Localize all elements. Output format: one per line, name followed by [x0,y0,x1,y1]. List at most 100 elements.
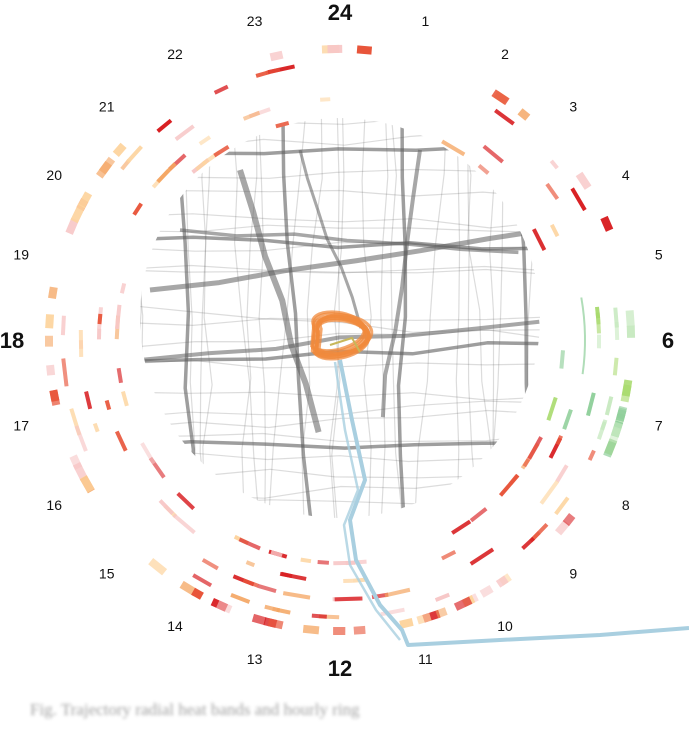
heat-cell [112,142,127,158]
road-segment [455,118,461,518]
hour-label-21: 21 [99,99,115,115]
heat-cell [595,312,601,325]
heat-cell [77,191,93,209]
hour-label-10: 10 [497,618,513,634]
heat-cell [156,118,173,133]
hour-label-11: 11 [418,651,433,667]
heat-cell [562,408,573,430]
heat-cell [84,391,93,410]
heat-cell [416,612,432,625]
road-segment [489,118,496,518]
road-segment [140,409,540,430]
trajectory-path [333,359,689,647]
heat-cell [96,160,112,179]
road-segment [140,144,540,157]
heat-cell [279,571,307,581]
road-segment [396,118,408,518]
heat-cell [116,367,123,384]
heat-cell [546,396,558,421]
heat-cell [61,358,69,387]
road-segment [140,213,540,229]
heat-cell [269,50,284,62]
loop-stroke [315,316,371,359]
hour-label-15: 15 [99,565,115,581]
heat-cell [275,120,290,129]
heat-cell [554,496,570,516]
hour-label-6: 6 [662,328,674,353]
heat-cell [562,513,576,527]
heat-cell [264,604,281,613]
heat-cell [441,139,466,157]
heat-cell [192,573,213,588]
heat-cell [451,519,472,535]
heat-cell [79,474,95,493]
hour-label-17: 17 [13,417,29,433]
heat-cell [469,507,488,523]
road-segment [149,225,540,293]
hour-label-5: 5 [655,247,663,263]
heat-cell [267,618,284,630]
heat-cell [45,314,55,329]
road-segment [490,118,512,518]
heat-cell [615,405,628,423]
heat-cell [555,464,569,483]
heat-cell [479,584,494,598]
heat-cell [230,593,251,604]
heat-cell [92,422,100,433]
heat-cell [334,596,363,602]
heat-cell [191,587,204,600]
heat-cell [570,187,587,212]
heat-cell [521,536,535,550]
hour-label-3: 3 [569,99,577,115]
heat-cell [399,617,414,629]
road-segment [301,118,323,518]
heat-cell [156,162,177,184]
heat-cell [621,379,633,397]
heat-cell [216,600,233,614]
road-segment [140,468,540,479]
road-segment [380,118,389,518]
hour-label-24: 24 [328,0,353,25]
heat-cell [384,587,411,598]
heat-cell [282,591,311,600]
heat-cell [60,315,66,336]
heat-cell [600,421,607,431]
heat-cell [469,547,495,566]
road-segment [140,476,540,502]
heat-cell [441,549,457,561]
heat-cell [491,89,510,106]
heat-cell [532,228,547,251]
heat-cell [604,396,614,416]
heat-cell [356,45,373,55]
heat-cell [517,108,531,121]
heat-cell [550,223,560,238]
road-segment [467,118,479,518]
trajectory-line [338,359,689,647]
heat-cell [257,583,277,594]
heat-cell [610,421,623,438]
heat-cell [300,557,312,564]
heat-cell [245,560,256,568]
road-segment [179,228,519,255]
hour-label-18: 18 [0,328,24,353]
hour-label-7: 7 [655,417,663,433]
heat-cell [201,558,219,571]
heat-cell [121,391,129,407]
hour-label-2: 2 [501,46,509,62]
heat-cell [114,430,128,452]
heat-cell [242,110,261,121]
heat-cell [586,392,596,417]
heat-cell [96,328,102,340]
road-network [140,118,540,518]
trajectory-loop [310,310,374,361]
heat-cell [213,84,229,95]
heat-cell [495,575,509,588]
heat-cell [302,624,320,635]
heat-cell [612,357,619,376]
heat-cell [114,304,122,330]
heat-cell [311,613,327,619]
road-segment [199,118,208,518]
road-segment [140,189,540,200]
